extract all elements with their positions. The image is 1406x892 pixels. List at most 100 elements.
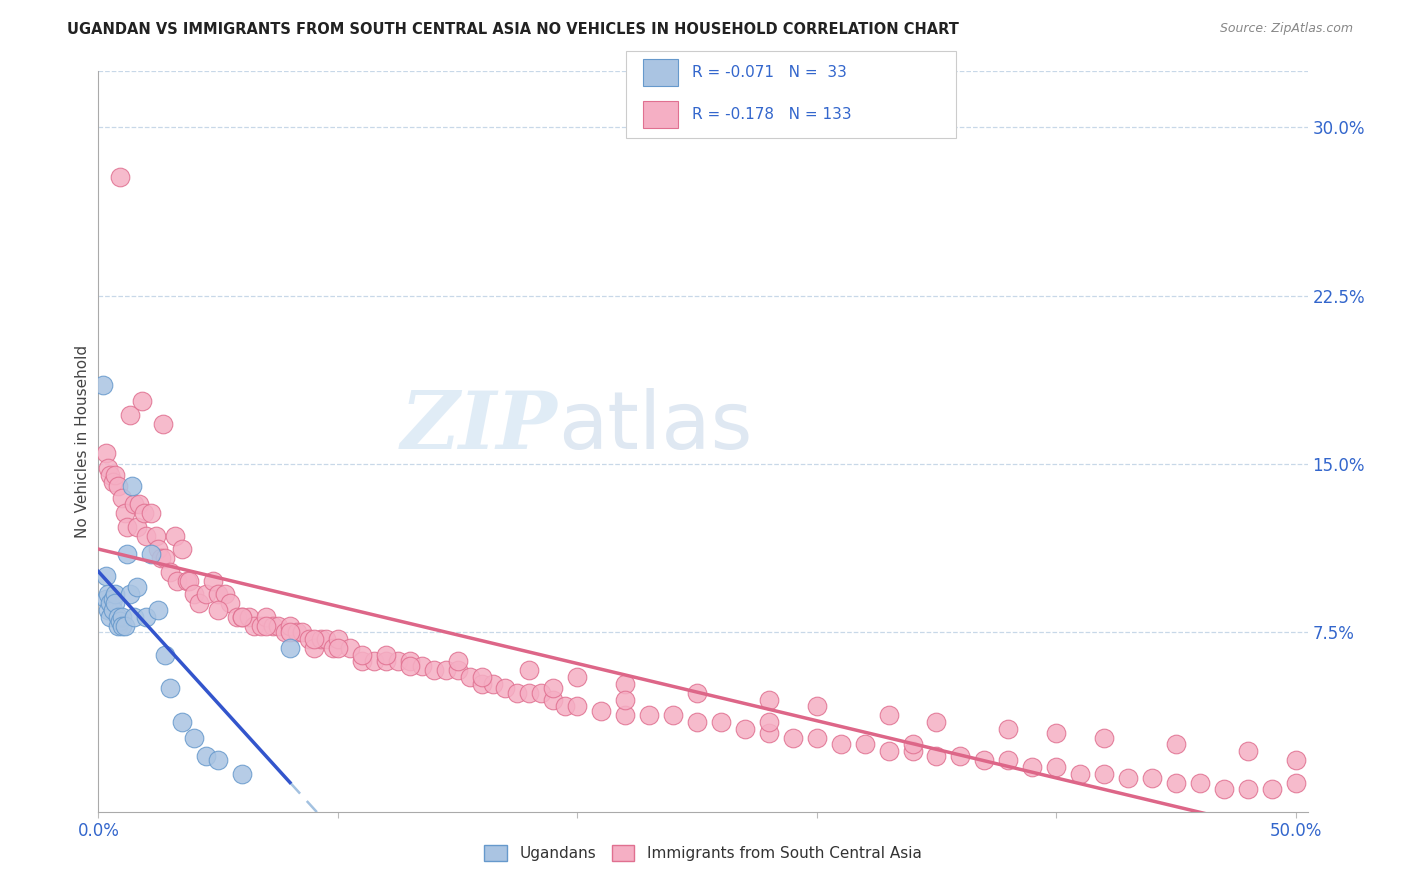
Point <box>901 738 924 752</box>
Point <box>111 609 134 624</box>
Point <box>567 670 589 684</box>
Point <box>686 686 709 700</box>
Point <box>1284 775 1306 789</box>
Point <box>591 704 613 718</box>
Point <box>901 744 924 758</box>
Point <box>128 497 150 511</box>
Point <box>188 596 211 610</box>
Point <box>997 722 1019 736</box>
Point <box>125 520 148 534</box>
Point <box>543 681 565 696</box>
Point <box>458 670 481 684</box>
Point <box>219 596 242 610</box>
Point <box>638 708 661 723</box>
Point <box>183 731 205 745</box>
Point <box>100 468 122 483</box>
Point <box>278 625 301 640</box>
Point <box>530 686 553 700</box>
Point <box>107 479 129 493</box>
Point <box>997 753 1019 767</box>
Point <box>148 542 170 557</box>
Point <box>139 506 162 520</box>
Point <box>231 609 253 624</box>
Point <box>614 677 637 691</box>
Text: R = -0.071   N =  33: R = -0.071 N = 33 <box>692 65 846 80</box>
Point <box>470 670 492 684</box>
Point <box>434 664 457 678</box>
Point <box>97 587 120 601</box>
Point <box>100 609 122 624</box>
Point <box>101 475 124 489</box>
Point <box>149 551 172 566</box>
Point <box>107 618 129 632</box>
Point <box>111 618 134 632</box>
Point <box>226 609 249 624</box>
Text: R = -0.178   N = 133: R = -0.178 N = 133 <box>692 107 852 122</box>
Point <box>398 659 420 673</box>
Text: Source: ZipAtlas.com: Source: ZipAtlas.com <box>1219 22 1353 36</box>
Point <box>1236 782 1258 797</box>
Point <box>543 692 565 706</box>
Point <box>97 603 120 617</box>
Point <box>278 618 301 632</box>
Point <box>925 714 948 729</box>
Y-axis label: No Vehicles in Household: No Vehicles in Household <box>75 345 90 538</box>
Point <box>176 574 198 588</box>
Point <box>163 529 186 543</box>
Point <box>274 625 297 640</box>
Point <box>782 731 804 745</box>
Point <box>614 708 637 723</box>
Point <box>291 625 314 640</box>
Point <box>554 699 576 714</box>
Point <box>326 632 349 646</box>
Point <box>506 686 529 700</box>
Point <box>470 677 492 691</box>
Point <box>195 748 218 763</box>
Point <box>482 677 505 691</box>
Legend: Ugandans, Immigrants from South Central Asia: Ugandans, Immigrants from South Central … <box>478 838 928 867</box>
Point <box>446 664 468 678</box>
Point <box>302 640 325 655</box>
Point <box>166 574 188 588</box>
Point <box>363 654 385 668</box>
Point <box>1212 782 1234 797</box>
Point <box>94 591 117 606</box>
Text: UGANDAN VS IMMIGRANTS FROM SOUTH CENTRAL ASIA NO VEHICLES IN HOUSEHOLD CORRELATI: UGANDAN VS IMMIGRANTS FROM SOUTH CENTRAL… <box>67 22 959 37</box>
Point <box>104 468 127 483</box>
Point <box>155 551 177 566</box>
Point <box>322 640 344 655</box>
Point <box>1236 744 1258 758</box>
Point <box>139 547 162 561</box>
Point <box>231 609 253 624</box>
Point <box>243 618 266 632</box>
Point <box>155 648 177 662</box>
Point <box>179 574 201 588</box>
Point <box>285 625 308 640</box>
Point <box>214 587 236 601</box>
Point <box>387 654 409 668</box>
Text: ZIP: ZIP <box>401 388 558 466</box>
Point <box>1069 766 1091 780</box>
Point <box>262 618 284 632</box>
Point <box>159 681 181 696</box>
Point <box>115 520 138 534</box>
Point <box>132 506 155 520</box>
Point <box>614 692 637 706</box>
Point <box>1116 771 1139 785</box>
Point <box>115 547 138 561</box>
Point <box>422 664 444 678</box>
Point <box>1045 760 1067 774</box>
Point <box>519 686 541 700</box>
Point <box>172 542 194 557</box>
Point <box>758 692 780 706</box>
Point <box>315 632 337 646</box>
Point <box>411 659 433 673</box>
Point <box>207 753 229 767</box>
Point <box>877 708 900 723</box>
Point <box>97 461 120 475</box>
Point <box>118 587 141 601</box>
Point <box>350 648 373 662</box>
Point <box>267 618 290 632</box>
Point <box>131 394 153 409</box>
Point <box>125 580 148 594</box>
